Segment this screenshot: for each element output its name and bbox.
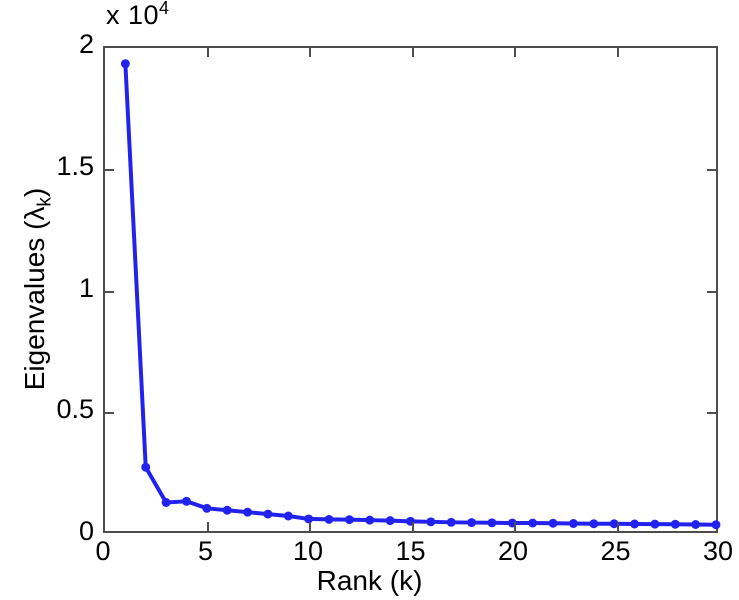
data-point [691, 520, 701, 529]
y-axis-exponent-label: x 104 [106, 0, 170, 30]
x-tick-label-text: 25 [600, 536, 631, 566]
y-tick-label-text: 1 [78, 272, 94, 303]
x-tick-mark [411, 48, 414, 57]
series-plot [120, 59, 721, 530]
x-tick-mark [206, 522, 209, 531]
y-axis-title: Eigenvalues (λk) [19, 39, 56, 539]
x-tick-label-text: 20 [497, 536, 529, 566]
data-point [304, 514, 314, 524]
data-point [385, 516, 395, 526]
data-point [650, 519, 660, 529]
data-point [406, 516, 415, 526]
x-tick-mark [309, 48, 311, 57]
data-point [141, 462, 151, 472]
data-point [365, 515, 375, 525]
x-tick-mark [616, 522, 619, 531]
x-tick-mark [514, 522, 516, 531]
x-tick-mark [206, 48, 209, 57]
y-axis-title-symbol: λ [19, 206, 50, 221]
data-point [161, 498, 171, 507]
x-tick-mark [411, 522, 414, 531]
x-axis-title: Rank (k) [316, 565, 423, 596]
data-point [670, 519, 680, 529]
x-tick-mark [514, 48, 516, 57]
y-tick-mark [105, 412, 114, 415]
data-point [589, 519, 599, 529]
data-point [568, 519, 578, 528]
data-point [609, 519, 619, 529]
x-tick-label-text: 5 [197, 536, 214, 566]
y-tick-mark [707, 412, 716, 415]
y-axis-title-close: ) [19, 187, 50, 198]
x-tick-label-text: 30 [702, 536, 734, 566]
data-point [711, 520, 721, 530]
y-tick-mark [707, 168, 716, 171]
x-axis-tick-labels: 0 5 10 15 20 25 30 [0, 538, 739, 578]
data-point [446, 517, 456, 527]
eigenvalue-line [123, 61, 718, 527]
y-tick-mark [707, 290, 716, 293]
y-tick-label-text: 1.5 [56, 150, 94, 181]
data-point [548, 518, 558, 528]
data-point [487, 518, 497, 528]
y-axis-exponent-base: x 10 [106, 0, 160, 30]
data-point [630, 519, 640, 529]
data-point [528, 518, 538, 528]
data-point [467, 518, 477, 528]
data-point [283, 511, 293, 521]
y-tick-label-text: 0.5 [56, 394, 94, 425]
data-point [202, 503, 212, 513]
x-tick-mark [616, 48, 619, 57]
data-point [344, 515, 354, 525]
data-point [222, 505, 232, 515]
eigenvalue-markers [120, 59, 721, 530]
plot-area [103, 46, 721, 533]
data-point [181, 496, 191, 506]
y-axis-title-text: Eigenvalues ( [19, 220, 50, 391]
data-point [426, 517, 436, 527]
y-tick-label-text: 0 [78, 516, 94, 546]
x-tick-label-text: 0 [95, 536, 111, 566]
y-tick-mark [105, 168, 114, 171]
x-tick-label-text: 10 [292, 536, 324, 566]
data-point [263, 509, 273, 519]
x-tick-mark [309, 522, 311, 531]
data-point [324, 514, 334, 524]
data-point [120, 59, 130, 69]
data-point [243, 507, 253, 517]
y-axis-exponent-power: 4 [159, 0, 170, 18]
y-axis-tick-labels: 0 0.5 1 1.5 2 [0, 0, 94, 600]
y-tick-label-text: 2 [78, 29, 94, 59]
x-tick-label-text: 15 [395, 536, 426, 566]
y-axis-title-subscript: k [34, 197, 56, 207]
y-tick-mark [105, 290, 114, 293]
